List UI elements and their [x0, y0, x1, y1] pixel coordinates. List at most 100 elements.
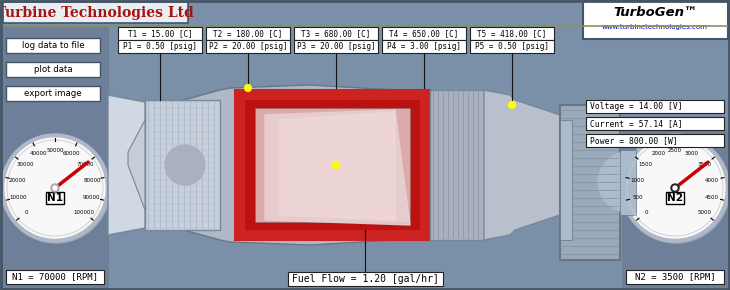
- FancyBboxPatch shape: [118, 27, 202, 40]
- FancyBboxPatch shape: [622, 130, 728, 288]
- FancyBboxPatch shape: [235, 90, 430, 240]
- FancyBboxPatch shape: [6, 86, 100, 101]
- Text: N2 = 3500 [RPM]: N2 = 3500 [RPM]: [634, 273, 715, 282]
- Text: Fuel Flow = 1.20 [gal/hr]: Fuel Flow = 1.20 [gal/hr]: [291, 274, 439, 284]
- FancyBboxPatch shape: [430, 90, 485, 240]
- Text: 1500: 1500: [638, 162, 652, 167]
- FancyBboxPatch shape: [470, 40, 554, 53]
- Text: P3 = 20.00 [psig]: P3 = 20.00 [psig]: [296, 42, 375, 51]
- Text: 2000: 2000: [651, 151, 665, 156]
- Text: 3500: 3500: [698, 162, 712, 167]
- Text: 0: 0: [24, 210, 28, 215]
- FancyBboxPatch shape: [6, 270, 104, 284]
- FancyBboxPatch shape: [46, 192, 64, 204]
- Polygon shape: [108, 95, 145, 235]
- FancyBboxPatch shape: [586, 117, 724, 130]
- Circle shape: [598, 152, 658, 212]
- Text: 4000: 4000: [705, 177, 719, 183]
- FancyBboxPatch shape: [586, 100, 724, 113]
- Text: T1 = 15.00 [C]: T1 = 15.00 [C]: [128, 29, 193, 38]
- Circle shape: [625, 138, 725, 238]
- Text: 5000: 5000: [697, 210, 711, 215]
- Text: Turbine Technologies Ltd: Turbine Technologies Ltd: [0, 6, 194, 19]
- Circle shape: [2, 135, 110, 243]
- FancyBboxPatch shape: [382, 27, 466, 40]
- Circle shape: [509, 102, 515, 108]
- Polygon shape: [265, 110, 410, 225]
- FancyBboxPatch shape: [108, 26, 618, 280]
- Text: 20000: 20000: [9, 177, 26, 183]
- Text: T5 = 418.00 [C]: T5 = 418.00 [C]: [477, 29, 547, 38]
- Text: P2 = 20.00 [psig]: P2 = 20.00 [psig]: [209, 42, 288, 51]
- Text: 30000: 30000: [16, 162, 34, 167]
- Text: www.turbinetechnologies.com: www.turbinetechnologies.com: [602, 24, 708, 30]
- FancyBboxPatch shape: [206, 27, 290, 40]
- Text: N2: N2: [667, 193, 683, 203]
- Circle shape: [621, 134, 729, 242]
- Polygon shape: [130, 85, 510, 245]
- Text: export image: export image: [24, 89, 82, 98]
- Polygon shape: [128, 120, 145, 210]
- FancyBboxPatch shape: [560, 120, 572, 240]
- Circle shape: [622, 135, 730, 243]
- Polygon shape: [484, 90, 560, 240]
- Circle shape: [673, 186, 677, 190]
- FancyBboxPatch shape: [382, 40, 466, 53]
- Text: T4 = 650.00 [C]: T4 = 650.00 [C]: [389, 29, 458, 38]
- FancyBboxPatch shape: [1, 1, 729, 26]
- Text: 2500: 2500: [668, 148, 682, 153]
- Text: 70000: 70000: [76, 162, 93, 167]
- FancyBboxPatch shape: [3, 2, 188, 23]
- Text: T2 = 180.00 [C]: T2 = 180.00 [C]: [213, 29, 283, 38]
- Text: 1000: 1000: [631, 177, 645, 183]
- Circle shape: [51, 184, 59, 192]
- Text: 0: 0: [644, 210, 648, 215]
- Text: 3000: 3000: [685, 151, 699, 156]
- Polygon shape: [510, 115, 560, 215]
- Text: 60000: 60000: [63, 151, 80, 156]
- Circle shape: [245, 84, 252, 92]
- Text: TurboGen™: TurboGen™: [613, 6, 697, 19]
- FancyBboxPatch shape: [560, 105, 620, 260]
- Text: 100000: 100000: [74, 210, 95, 215]
- FancyBboxPatch shape: [255, 108, 410, 222]
- FancyBboxPatch shape: [2, 130, 108, 288]
- FancyBboxPatch shape: [245, 100, 420, 230]
- FancyBboxPatch shape: [666, 192, 684, 204]
- Text: 80000: 80000: [83, 177, 101, 183]
- Polygon shape: [280, 112, 395, 220]
- Circle shape: [165, 145, 205, 185]
- Text: Voltage = 14.00 [V]: Voltage = 14.00 [V]: [590, 102, 683, 111]
- FancyBboxPatch shape: [6, 38, 100, 53]
- Text: N1: N1: [47, 193, 63, 203]
- FancyBboxPatch shape: [6, 62, 100, 77]
- Text: 90000: 90000: [83, 195, 101, 200]
- Text: 40000: 40000: [30, 151, 47, 156]
- FancyBboxPatch shape: [294, 27, 378, 40]
- Text: 4500: 4500: [705, 195, 719, 200]
- Circle shape: [1, 134, 109, 242]
- Text: T3 = 680.00 [C]: T3 = 680.00 [C]: [301, 29, 371, 38]
- Circle shape: [332, 162, 339, 168]
- Text: N1 = 70000 [RPM]: N1 = 70000 [RPM]: [12, 273, 98, 282]
- FancyBboxPatch shape: [294, 40, 378, 53]
- Text: P1 = 0.50 [psig]: P1 = 0.50 [psig]: [123, 42, 197, 51]
- FancyBboxPatch shape: [288, 272, 442, 286]
- Text: P5 = 0.50 [psig]: P5 = 0.50 [psig]: [475, 42, 549, 51]
- Text: 500: 500: [633, 195, 643, 200]
- Text: 10000: 10000: [9, 195, 27, 200]
- Circle shape: [5, 138, 105, 238]
- FancyBboxPatch shape: [206, 40, 290, 53]
- Text: Power = 800.00 [W]: Power = 800.00 [W]: [590, 136, 677, 145]
- Text: 50000: 50000: [46, 148, 64, 153]
- Text: P4 = 3.00 [psig]: P4 = 3.00 [psig]: [387, 42, 461, 51]
- Text: Current = 57.14 [A]: Current = 57.14 [A]: [590, 119, 683, 128]
- FancyBboxPatch shape: [586, 134, 724, 147]
- FancyBboxPatch shape: [470, 27, 554, 40]
- FancyBboxPatch shape: [620, 150, 636, 215]
- Text: log data to file: log data to file: [22, 41, 84, 50]
- FancyBboxPatch shape: [1, 26, 109, 289]
- FancyBboxPatch shape: [626, 270, 724, 284]
- FancyBboxPatch shape: [118, 40, 202, 53]
- Circle shape: [671, 184, 679, 192]
